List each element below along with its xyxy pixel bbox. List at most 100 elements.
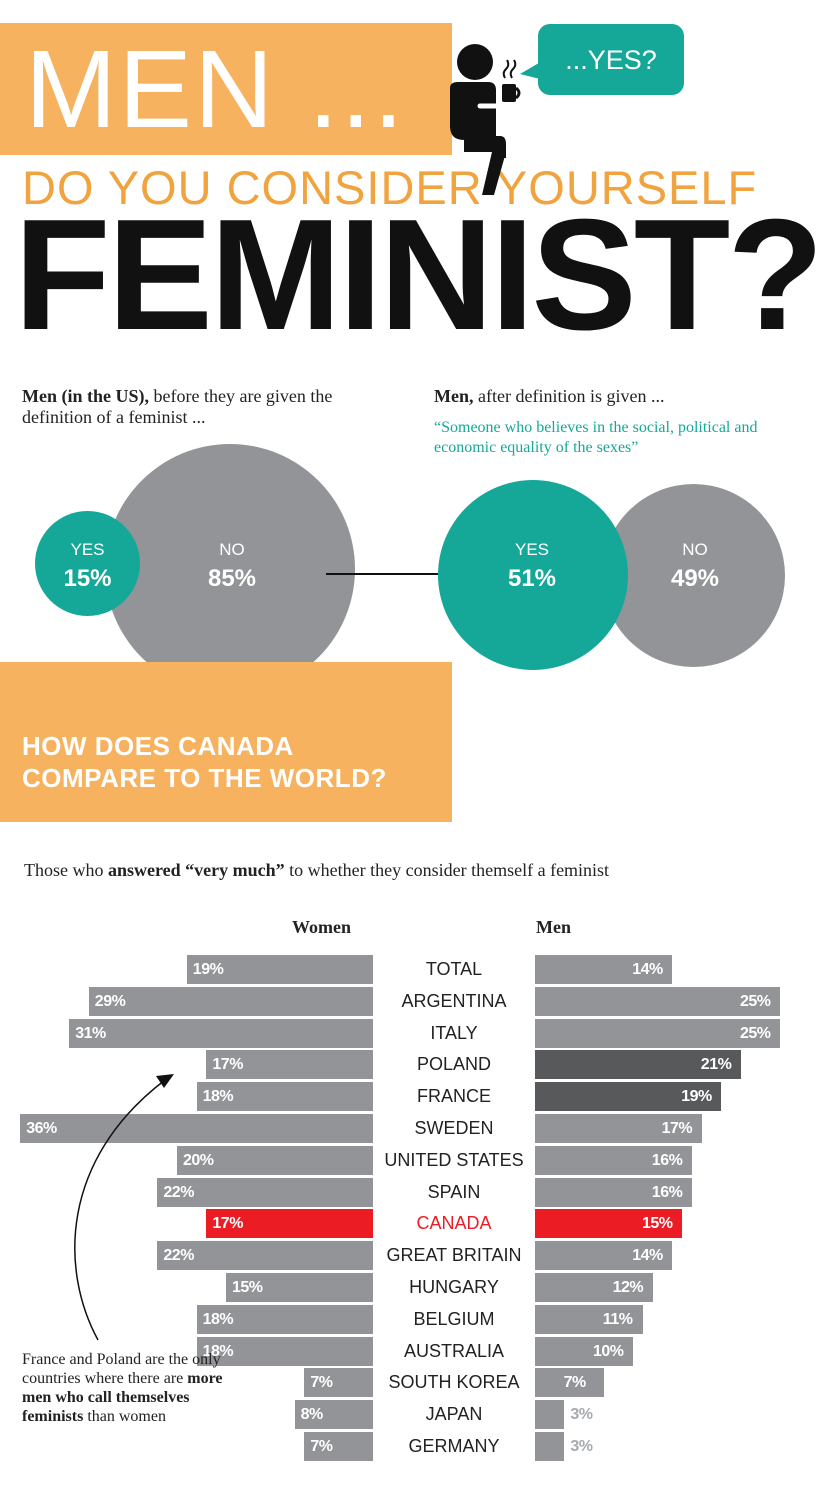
curved-arrow-icon [74, 1074, 174, 1341]
men-value-spain: 16% [651, 1183, 683, 1201]
country-label-germany: GERMANY [408, 1436, 500, 1456]
men-bar-south-korea [535, 1368, 604, 1398]
men-bar-canada [535, 1209, 682, 1239]
women-bar-argentina [88, 986, 373, 1016]
men-value-united-states: 16% [651, 1151, 683, 1169]
women-value-poland: 17% [212, 1056, 243, 1074]
before-intro: Men (in the US), before they are given t… [22, 386, 362, 428]
country-label-argentina: ARGENTINA [401, 990, 507, 1011]
men-header: Men [536, 917, 571, 937]
chart-caption: Those who answered “very much” to whethe… [24, 859, 609, 881]
speech-text: ...YES? [565, 45, 657, 75]
note-text1: France and Poland are the only countries… [22, 1351, 221, 1387]
compare-background [0, 662, 452, 822]
women-bar-france [196, 1082, 373, 1112]
men-value-belgium: 11% [602, 1310, 633, 1328]
men-bar-spain [535, 1177, 692, 1207]
man-with-mug-icon [450, 44, 521, 195]
before-intro-bold: Men (in the US), [22, 386, 149, 406]
men-bar-australia [535, 1336, 633, 1366]
women-value-spain: 22% [163, 1183, 194, 1201]
speech-tail [520, 60, 544, 80]
men-bar-argentina [535, 986, 780, 1016]
country-label-australia: AUSTRALIA [403, 1340, 505, 1361]
country-label-hungary: HUNGARY [409, 1277, 499, 1297]
title-question: DO YOU CONSIDER YOURSELF [22, 161, 758, 214]
speech-bubble: ...YES? [538, 24, 684, 95]
men-value-argentina: 25% [740, 992, 771, 1010]
caption-bold: answered “very much” [108, 860, 285, 880]
men-value-poland: 21% [700, 1056, 732, 1074]
men-bar-belgium [535, 1304, 643, 1334]
title-background [0, 23, 452, 155]
after-intro-text: after definition is given ... [473, 386, 665, 406]
men-value-sweden: 17% [661, 1120, 693, 1137]
women-value-canada: 17% [212, 1215, 243, 1233]
women-value-france: 18% [202, 1088, 234, 1106]
men-value-great-britain: 14% [632, 1247, 663, 1265]
before-no-value: 85% [207, 565, 257, 592]
women-bar-great-britain [157, 1241, 373, 1271]
before-yes-label: YES [70, 540, 105, 559]
women-bar-germany [304, 1432, 373, 1461]
definition-quote: “Someone who believes in the social, pol… [434, 419, 758, 456]
women-bar-total [186, 955, 373, 984]
women-bar-australia [196, 1336, 373, 1366]
men-bar-hungary [535, 1273, 653, 1302]
women-bar-sweden [20, 1114, 373, 1143]
after-intro: Men, after definition is given ... [434, 386, 814, 407]
men-bar-sweden [535, 1114, 702, 1143]
before-no-circle [105, 444, 355, 694]
women-value-great-britain: 22% [163, 1247, 194, 1265]
men-bar-germany [535, 1432, 565, 1461]
women-value-sweden: 36% [26, 1120, 57, 1137]
men-bar-poland [535, 1050, 741, 1080]
men-bar-great-britain [535, 1241, 673, 1271]
before-intro-text: before they are given the definition of … [22, 386, 333, 427]
men-value-japan: 3% [570, 1406, 593, 1424]
caption-prefix: Those who [24, 860, 108, 880]
country-label-united-states: UNITED STATES [384, 1149, 524, 1170]
country-label-poland: POLAND [416, 1054, 492, 1075]
country-label-total: TOTAL [425, 959, 483, 979]
compare-title: HOW DOES CANADA COMPARE TO THE WORLD? [22, 730, 387, 794]
country-label-italy: ITALY [430, 1022, 478, 1043]
women-bar-poland [206, 1050, 373, 1080]
women-value-united-states: 20% [183, 1151, 214, 1169]
men-value-germany: 3% [570, 1438, 593, 1455]
men-bar-italy [535, 1018, 780, 1048]
chart-note: France and Poland are the only countries… [22, 1350, 252, 1426]
men-bar-united-states [535, 1145, 692, 1175]
country-label-france: FRANCE [416, 1086, 491, 1107]
women-bar-hungary [226, 1273, 373, 1302]
men-value-canada: 15% [642, 1215, 673, 1233]
women-bar-belgium [196, 1304, 373, 1334]
bar-chart: 19% TOTAL 14% 29% ARGENTINA 25% 31% ITALY 25% 17%… [0, 955, 821, 1467]
women-value-total: 19% [192, 961, 224, 978]
after-yes-label: YES [514, 540, 550, 559]
after-intro-bold: Men, [434, 386, 474, 406]
women-value-japan: 8% [300, 1406, 324, 1424]
after-no-label: NO [682, 540, 708, 559]
compare-title-line2: COMPARE TO THE WORLD? [22, 763, 387, 793]
women-value-south-korea: 7% [310, 1374, 333, 1392]
country-label-belgium: BELGIUM [413, 1308, 495, 1329]
country-label-sweden: SWEDEN [414, 1118, 494, 1138]
before-yes-circle [35, 511, 140, 616]
men-bar-japan [535, 1400, 565, 1430]
country-label-canada: CANADA [416, 1213, 492, 1234]
women-value-italy: 31% [75, 1024, 106, 1042]
women-bar-italy [69, 1018, 373, 1048]
men-value-italy: 25% [740, 1024, 771, 1042]
country-label-japan: JAPAN [425, 1404, 483, 1425]
women-value-australia: 18% [202, 1342, 234, 1360]
country-label-south-korea: SOUTH KOREA [388, 1372, 520, 1393]
women-value-hungary: 15% [232, 1279, 263, 1296]
country-label-spain: SPAIN [427, 1181, 481, 1202]
after-no-value: 49% [670, 565, 720, 592]
before-no-label: NO [219, 540, 245, 559]
title-men: MEN ... [25, 28, 406, 151]
women-value-germany: 7% [310, 1438, 333, 1455]
men-value-hungary: 12% [612, 1279, 644, 1296]
men-value-total: 14% [632, 961, 663, 978]
